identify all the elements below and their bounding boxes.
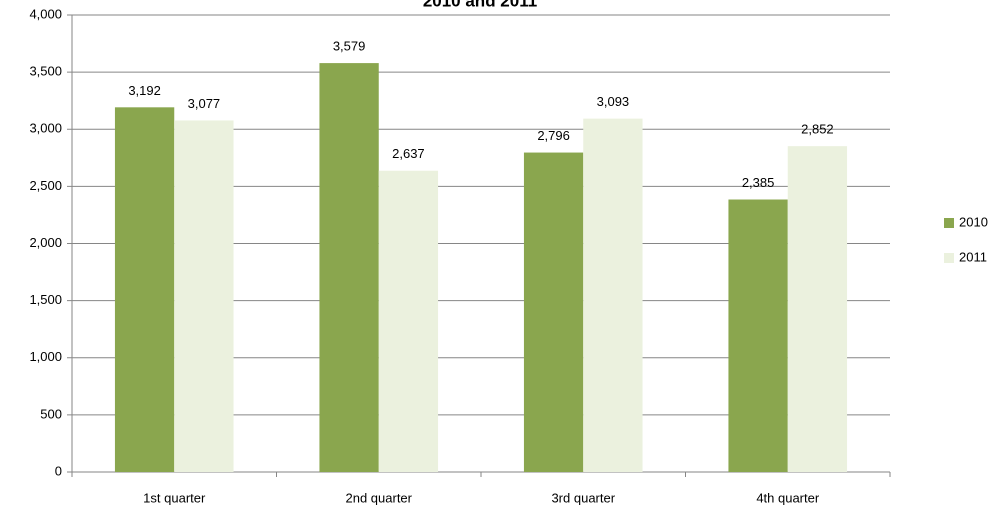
value-label: 2,852 bbox=[801, 122, 834, 137]
value-label: 2,385 bbox=[742, 175, 775, 190]
bar bbox=[319, 63, 379, 473]
x-tick-label: 3rd quarter bbox=[551, 490, 615, 505]
x-tick-label: 2nd quarter bbox=[346, 490, 413, 505]
legend-swatch bbox=[944, 218, 954, 228]
y-tick-label: 4,000 bbox=[29, 6, 62, 21]
y-tick-label: 1,000 bbox=[29, 349, 62, 364]
y-tick-label: 500 bbox=[40, 406, 62, 421]
value-label: 3,093 bbox=[597, 94, 630, 109]
legend-swatch bbox=[944, 253, 954, 263]
chart-title: 2010 and 2011 bbox=[423, 0, 537, 10]
bar bbox=[174, 120, 234, 472]
y-tick-label: 3,500 bbox=[29, 64, 62, 79]
x-tick-label: 4th quarter bbox=[756, 490, 820, 505]
y-tick-label: 0 bbox=[55, 463, 62, 478]
y-tick-label: 3,000 bbox=[29, 121, 62, 136]
value-label: 2,637 bbox=[392, 146, 425, 161]
bar bbox=[787, 146, 848, 472]
value-label: 3,579 bbox=[333, 39, 366, 54]
bar bbox=[378, 170, 439, 472]
bar bbox=[523, 152, 584, 472]
y-tick-label: 2,000 bbox=[29, 235, 62, 250]
value-label: 2,796 bbox=[537, 128, 570, 143]
y-tick-label: 2,500 bbox=[29, 178, 62, 193]
y-tick-label: 1,500 bbox=[29, 292, 62, 307]
bar bbox=[114, 107, 175, 473]
legend-label: 2010 bbox=[959, 214, 988, 229]
value-label: 3,077 bbox=[188, 96, 221, 111]
legend-label: 2011 bbox=[959, 249, 987, 264]
value-label: 3,192 bbox=[128, 83, 161, 98]
bar bbox=[583, 118, 643, 472]
bar bbox=[728, 199, 788, 473]
x-tick-label: 1st quarter bbox=[143, 490, 206, 505]
